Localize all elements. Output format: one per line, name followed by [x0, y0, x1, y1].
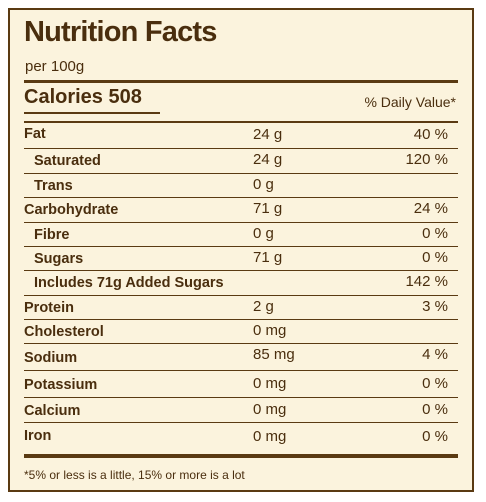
- nutrient-table: Fat 24 g 40 % Saturated 24 g 120 % Trans…: [24, 124, 458, 448]
- nutrient-amount: 71 g: [253, 249, 283, 266]
- nutrient-name: Includes 71g Added Sugars: [34, 275, 224, 291]
- footnote: *5% or less is a little, 15% or more is …: [24, 468, 245, 482]
- nutrient-amount: 0 mg: [253, 401, 287, 418]
- nutrient-daily-value: 0 %: [422, 401, 448, 418]
- header-divider: [24, 121, 458, 123]
- nutrient-name: Cholesterol: [24, 324, 104, 340]
- nutrient-amount: 0 g: [253, 225, 274, 242]
- nutrient-name: Sugars: [34, 251, 84, 267]
- nutrient-row-sugars: Sugars 71 g 0 %: [24, 247, 458, 271]
- nutrient-name: Sodium: [24, 350, 78, 366]
- nutrient-row-protein: Protein 2 g 3 %: [24, 296, 458, 320]
- nutrient-row-fibre: Fibre 0 g 0 %: [24, 223, 458, 247]
- nutrient-daily-value: 24 %: [413, 200, 448, 217]
- nutrient-name: Potassium: [24, 377, 98, 393]
- nutrient-row-iron: Iron 0 mg 0 %: [24, 423, 458, 448]
- nutrient-daily-value: 0 %: [422, 428, 448, 445]
- daily-value-header: % Daily Value*: [364, 94, 456, 110]
- nutrient-row-potassium: Potassium 0 mg 0 %: [24, 371, 458, 398]
- nutrient-row-fat: Fat 24 g 40 %: [24, 124, 458, 149]
- nutrient-daily-value: 0 %: [422, 225, 448, 242]
- nutrient-name: Calcium: [24, 403, 81, 419]
- nutrient-daily-value: 0 %: [422, 249, 448, 266]
- nutrient-daily-value: 4 %: [422, 346, 448, 363]
- footer-divider: [24, 454, 458, 458]
- calories-value: Calories 508: [24, 86, 142, 108]
- nutrient-daily-value: 3 %: [422, 298, 448, 315]
- nutrient-name: Saturated: [34, 153, 101, 169]
- nutrient-row-carbohydrate: Carbohydrate 71 g 24 %: [24, 198, 458, 223]
- nutrient-daily-value: 40 %: [413, 126, 448, 143]
- nutrient-daily-value: 0 %: [422, 375, 448, 392]
- nutrient-daily-value: 142 %: [405, 273, 448, 290]
- nutrient-amount: 24 g: [253, 151, 283, 168]
- nutrient-amount: 2 g: [253, 298, 274, 315]
- nutrient-name: Fat: [24, 126, 46, 142]
- nutrient-amount: 0 g: [253, 176, 274, 193]
- nutrient-amount: 71 g: [253, 200, 283, 217]
- nutrient-daily-value: 120 %: [405, 151, 448, 168]
- title-divider: [24, 80, 458, 83]
- nutrient-row-cholesterol: Cholesterol 0 mg: [24, 320, 458, 344]
- nutrient-row-sodium: Sodium 85 mg 4 %: [24, 344, 458, 371]
- nutrient-name: Carbohydrate: [24, 202, 119, 218]
- nutrient-row-calcium: Calcium 0 mg 0 %: [24, 398, 458, 423]
- nutrient-row-trans: Trans 0 g: [24, 174, 458, 198]
- nutrient-name: Iron: [24, 428, 52, 444]
- nutrient-row-added-sugars: Includes 71g Added Sugars 142 %: [24, 271, 458, 296]
- nutrient-amount: 85 mg: [253, 346, 295, 363]
- nutrient-amount: 0 mg: [253, 428, 287, 445]
- nutrient-name: Protein: [24, 300, 74, 316]
- nutrient-row-saturated: Saturated 24 g 120 %: [24, 149, 458, 174]
- label-title: Nutrition Facts: [24, 16, 217, 48]
- calories-underline: [24, 112, 160, 114]
- nutrition-label: Nutrition Facts per 100g Calories 508 % …: [8, 8, 474, 492]
- serving-size: per 100g: [25, 58, 85, 75]
- nutrient-name: Trans: [34, 178, 73, 194]
- nutrient-name: Fibre: [34, 227, 70, 243]
- nutrient-amount: 0 mg: [253, 322, 287, 339]
- nutrient-amount: 0 mg: [253, 375, 287, 392]
- nutrient-amount: 24 g: [253, 126, 283, 143]
